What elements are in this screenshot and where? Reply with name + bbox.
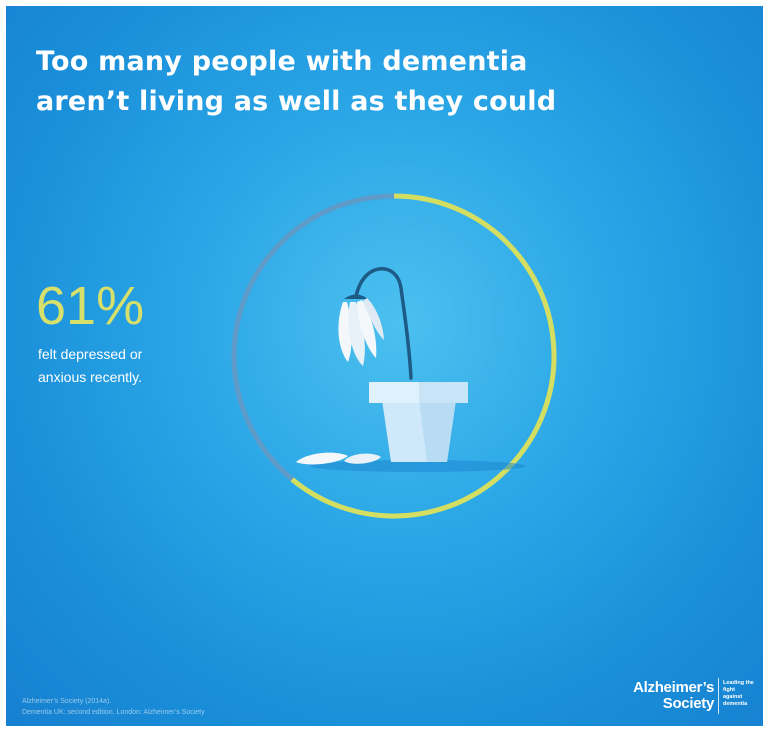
logo-name-line-1: Alzheimer’s [633, 679, 714, 696]
fallen-petal-shape [296, 452, 348, 465]
ring-chart-group [231, 193, 557, 519]
wilted-flower-illustration [296, 267, 526, 472]
ring-segment-remainder [231, 193, 395, 482]
stat-percentage: 61% [36, 276, 145, 336]
petal-shape [363, 298, 384, 340]
page-title: Too many people with dementia aren’t liv… [36, 42, 596, 122]
title-line-2: aren’t living as well as they could [36, 86, 557, 117]
fallen-petal-shape [344, 453, 381, 464]
source-line-2: Dementia UK: second edition. London: Alz… [22, 709, 205, 716]
alzheimers-society-logo: Alzheimer’s Society Leading the fight ag… [622, 674, 755, 718]
drooping-petals [338, 298, 384, 366]
petal-shape [338, 302, 352, 362]
source-line-1: Alzheimer’s Society (2014a). [22, 698, 112, 705]
pot-body-shade-shape [419, 400, 456, 462]
pot-rim-shade-shape [419, 382, 468, 403]
stat-caption: felt depressed or anxious recently. [38, 343, 208, 389]
source-citation: Alzheimer’s Society (2014a). Dementia UK… [22, 696, 382, 718]
logo-tagline-line-3: dementia [723, 701, 748, 707]
flower-base-shape [344, 294, 368, 299]
logo-name: Alzheimer’s Society [622, 680, 714, 712]
infographic-card: Too many people with dementia aren’t liv… [6, 6, 763, 726]
stat-caption-line-2: anxious recently. [38, 369, 143, 385]
petal-shape [357, 300, 377, 358]
title-line-1: Too many people with dementia [36, 46, 528, 77]
ring-chart [231, 193, 557, 519]
logo-tagline: Leading the fight against dementia [723, 680, 755, 708]
stem-shape [354, 267, 413, 380]
logo-tagline-line-2: fight against [723, 687, 743, 700]
ring-segment-highlighted [290, 193, 557, 519]
logo-tagline-line-1: Leading the [723, 680, 754, 686]
logo-divider [718, 678, 719, 714]
logo-name-line-2: Society [662, 695, 715, 712]
stat-caption-line-1: felt depressed or [38, 346, 143, 362]
